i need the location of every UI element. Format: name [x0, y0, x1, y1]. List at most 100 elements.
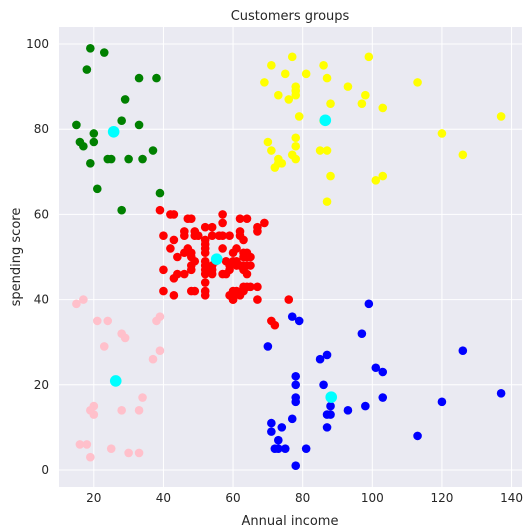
y-tick-label: 100: [26, 37, 49, 51]
scatter-point-cluster-1: [208, 223, 217, 232]
chart-title: Customers groups: [231, 9, 350, 24]
scatter-point-cluster-3: [267, 419, 276, 428]
scatter-point-cluster-1: [159, 231, 168, 240]
scatter-point-cluster-3: [274, 436, 283, 445]
scatter-point-cluster-1: [225, 231, 234, 240]
scatter-point-cluster-1: [243, 214, 252, 223]
scatter-point-cluster-4: [135, 449, 144, 458]
scatter-point-cluster-4: [117, 406, 126, 415]
scatter-point-cluster-5: [138, 155, 147, 164]
scatter-point-cluster-4: [103, 317, 112, 326]
scatter-point-cluster-3: [323, 423, 332, 432]
scatter-point-cluster-2: [291, 91, 300, 100]
x-tick-label: 60: [225, 491, 240, 505]
scatter-point-cluster-4: [107, 444, 116, 453]
scatter-point-cluster-5: [152, 74, 161, 83]
y-axis-label: spending score: [9, 208, 24, 307]
scatter-point-cluster-1: [170, 210, 179, 219]
x-axis-label: Annual income: [242, 514, 339, 529]
scatter-point-cluster-2: [260, 78, 269, 87]
x-tick-label: 140: [500, 491, 523, 505]
scatter-point-cluster-3: [267, 427, 276, 436]
scatter-point-cluster-3: [291, 461, 300, 470]
scatter-point-cluster-1: [201, 248, 210, 257]
scatter-point-cluster-5: [100, 48, 109, 57]
scatter-point-cluster-4: [86, 453, 95, 462]
scatter-point-cluster-3: [291, 372, 300, 381]
scatter-point-cluster-2: [413, 78, 422, 87]
scatter-point-cluster-3: [291, 398, 300, 407]
scatter-point-cluster-4: [149, 355, 158, 364]
scatter-point-cluster-2: [378, 104, 387, 113]
y-tick-label: 80: [34, 122, 49, 136]
scatter-point-cluster-3: [413, 432, 422, 441]
scatter-point-cluster-2: [361, 91, 370, 100]
scatter-point-cluster-3: [288, 415, 297, 424]
scatter-point-cluster-4: [138, 393, 147, 402]
scatter-point-cluster-5: [135, 74, 144, 83]
scatter-point-cluster-2: [497, 112, 506, 121]
scatter-point-cluster-1: [271, 321, 280, 330]
scatter-point-cluster-4: [156, 346, 165, 355]
scatter-point-cluster-1: [201, 278, 210, 287]
scatter-point-cluster-2: [291, 155, 300, 164]
scatter-point-cluster-3: [281, 444, 290, 453]
scatter-point-cluster-2: [274, 91, 283, 100]
scatter-point-cluster-2: [326, 99, 335, 108]
scatter-point-cluster-4: [90, 402, 99, 411]
x-tick-label: 40: [156, 491, 171, 505]
x-tick-label: 20: [86, 491, 101, 505]
scatter-point-cluster-3: [358, 329, 367, 338]
scatter-point-cluster-4: [90, 410, 99, 419]
scatter-point-cluster-1: [253, 295, 262, 304]
y-tick-labels: 020406080100: [26, 37, 49, 477]
scatter-point-cluster-4: [121, 334, 130, 343]
scatter-point-cluster-1: [156, 206, 165, 215]
scatter-point-cluster-1: [208, 270, 217, 279]
scatter-point-cluster-4: [93, 317, 102, 326]
scatter-point-cluster-1: [246, 253, 255, 262]
scatter-point-cluster-1: [170, 291, 179, 300]
scatter-point-cluster-5: [117, 116, 126, 125]
scatter-point-cluster-2: [323, 197, 332, 206]
scatter-point-cluster-1: [187, 214, 196, 223]
scatter-point-cluster-1: [201, 291, 210, 300]
scatter-point-cluster-3: [344, 406, 353, 415]
scatter-point-cluster-3: [497, 389, 506, 398]
scatter-point-cluster-3: [459, 346, 468, 355]
scatter-point-cluster-2: [302, 70, 311, 79]
scatter-point-cluster-1: [159, 287, 168, 296]
scatter-point-cluster-2: [291, 133, 300, 142]
scatter-point-cluster-2: [323, 74, 332, 83]
scatter-point-cluster-4: [124, 449, 133, 458]
scatter-point-cluster-1: [239, 236, 248, 245]
x-tick-label: 120: [430, 491, 453, 505]
scatter-point-cluster-5: [72, 121, 81, 130]
scatter-point-cluster-2: [291, 142, 300, 151]
scatter-point-cluster-2: [326, 172, 335, 181]
scatter-point-cluster-2: [267, 61, 276, 70]
scatter-point-cluster-1: [246, 261, 255, 270]
scatter-point-cluster-2: [459, 150, 468, 159]
scatter-point-cluster-1: [166, 244, 175, 253]
scatter-point-cluster-5: [124, 155, 133, 164]
centroid-point: [108, 126, 120, 138]
scatter-point-cluster-1: [284, 295, 293, 304]
scatter-point-cluster-2: [319, 61, 328, 70]
scatter-point-cluster-3: [295, 317, 304, 326]
centroid-point: [320, 114, 332, 126]
y-tick-label: 0: [41, 463, 49, 477]
scatter-point-cluster-2: [323, 146, 332, 155]
scatter-point-cluster-2: [295, 112, 304, 121]
y-tick-label: 60: [34, 207, 49, 221]
scatter-point-cluster-5: [83, 65, 92, 74]
centroid-point: [325, 391, 337, 403]
scatter-point-cluster-1: [260, 219, 269, 228]
scatter-point-cluster-2: [438, 129, 447, 138]
scatter-point-cluster-3: [378, 368, 387, 377]
centroid-point: [110, 375, 122, 387]
scatter-point-cluster-3: [291, 380, 300, 389]
scatter-point-cluster-2: [365, 53, 374, 62]
scatter-point-cluster-5: [86, 159, 95, 168]
scatter-point-cluster-3: [323, 351, 332, 360]
